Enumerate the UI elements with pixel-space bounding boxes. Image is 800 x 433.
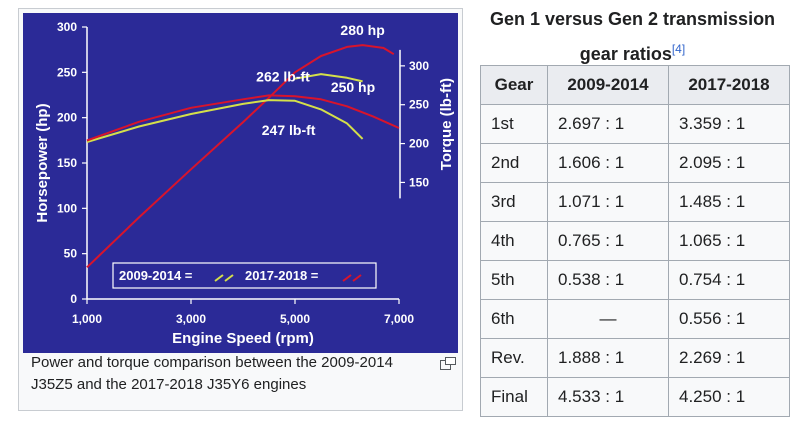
annotation-label: 280 hp: [340, 22, 384, 38]
gear-cell: Rev.: [480, 338, 548, 378]
annotation-label: 262 lb-ft: [256, 68, 310, 84]
gear-ratio-table: Gear 2009-2014 2017-2018 1st 2.697 : 1 3…: [480, 65, 790, 417]
y-left-tick-label: 250: [57, 65, 77, 79]
gear-cell: 6th: [480, 299, 548, 339]
table-row: Final 4.533 : 1 4.250 : 1: [480, 377, 790, 417]
x-tick-label: 3,000: [176, 312, 206, 326]
ratio-2017-cell: 0.556 : 1: [668, 299, 790, 339]
gear-cell: 5th: [480, 260, 548, 300]
y-axis-right-label: Torque (lb-ft): [438, 78, 455, 170]
ratio-2009-cell: —: [547, 299, 669, 339]
reference-link[interactable]: [4]: [671, 42, 686, 56]
chart-svg: 1,000 3,000 5,000 7,000 0 50 100 150 200 250 300 15…: [34, 20, 455, 347]
ratio-2017-cell: 3.359 : 1: [668, 104, 790, 144]
table-row: 2nd 1.606 : 1 2.095 : 1: [480, 143, 790, 183]
ratio-2017-cell: 2.095 : 1: [668, 143, 790, 183]
magnify-clip-icon[interactable]: [440, 357, 456, 371]
header-2009-2014: 2009-2014: [547, 65, 669, 105]
annotation-label: 250 hp: [331, 79, 375, 95]
series-2017-2018-torque-line: [86, 94, 400, 142]
figure-thumbnail: 1,000 3,000 5,000 7,000 0 50 100 150 200 250 300 15…: [18, 8, 463, 411]
table-row: 4th 0.765 : 1 1.065 : 1: [480, 221, 790, 261]
legend-box: [112, 262, 377, 289]
y-right-tick-label: 300: [409, 59, 429, 73]
ratio-2009-cell: 0.538 : 1: [547, 260, 669, 300]
ratio-2009-cell: 0.765 : 1: [547, 221, 669, 261]
ratio-2009-cell: 1.606 : 1: [547, 143, 669, 183]
y-left-tick-label: 200: [57, 111, 77, 125]
x-tick-label: 7,000: [384, 312, 414, 326]
y-left-tick-label: 0: [70, 292, 77, 306]
ratio-2017-cell: 1.065 : 1: [668, 221, 790, 261]
y-left-tick-label: 50: [64, 247, 78, 261]
header-2017-2018: 2017-2018: [668, 65, 790, 105]
table-row: 1st 2.697 : 1 3.359 : 1: [480, 104, 790, 144]
gear-cell: 4th: [480, 221, 548, 261]
ratio-2009-cell: 1.071 : 1: [547, 182, 669, 222]
header-gear: Gear: [480, 65, 548, 105]
ratio-2009-cell: 1.888 : 1: [547, 338, 669, 378]
legend-swatch: [214, 274, 224, 282]
y-left-tick-label: 150: [57, 156, 77, 170]
x-tick-label: 1,000: [72, 312, 102, 326]
series-2009-2014-horsepower-line: [294, 73, 363, 83]
table-title-text: Gen 1 versus Gen 2 transmission gear rat…: [489, 9, 776, 64]
table-caption: Gen 1 versus Gen 2 transmission gear rat…: [480, 4, 785, 69]
x-tick-label: 5,000: [280, 312, 310, 326]
table-row: Rev. 1.888 : 1 2.269 : 1: [480, 338, 790, 378]
legend-label: 2017-2018 =: [245, 268, 319, 283]
gear-cell: 2nd: [480, 143, 548, 183]
legend-swatch: [224, 274, 234, 282]
annotation-label: 247 lb-ft: [262, 122, 316, 138]
gear-cell: 1st: [480, 104, 548, 144]
x-axis-label: Engine Speed (rpm): [172, 330, 314, 347]
ratio-2017-cell: 0.754 : 1: [668, 260, 790, 300]
series-2009-2014-torque-line: [86, 99, 364, 143]
table-row: 5th 0.538 : 1 0.754 : 1: [480, 260, 790, 300]
ratio-2009-cell: 2.697 : 1: [547, 104, 669, 144]
y-right-tick-label: 200: [409, 137, 429, 151]
power-torque-chart[interactable]: 1,000 3,000 5,000 7,000 0 50 100 150 200 250 300 15…: [23, 13, 458, 353]
table-row: 6th — 0.556 : 1: [480, 299, 790, 339]
legend-label: 2009-2014 =: [119, 268, 193, 283]
ratio-2017-cell: 4.250 : 1: [668, 377, 790, 417]
figure-caption: Power and torque comparison between the …: [31, 354, 393, 393]
ratio-2017-cell: 1.485 : 1: [668, 182, 790, 222]
y-axis-left-label: Horsepower (hp): [34, 103, 51, 222]
reference-sup: [4]: [672, 42, 685, 56]
legend-swatch: [352, 274, 362, 282]
ratio-2017-cell: 2.269 : 1: [668, 338, 790, 378]
y-left-tick-label: 300: [57, 20, 77, 34]
table-row: 3rd 1.071 : 1 1.485 : 1: [480, 182, 790, 222]
ratio-2009-cell: 4.533 : 1: [547, 377, 669, 417]
gear-cell: Final: [480, 377, 548, 417]
y-left-tick-label: 100: [57, 201, 77, 215]
series-2017-2018-horsepower-line: [86, 44, 395, 269]
gear-cell: 3rd: [480, 182, 548, 222]
legend-swatch: [342, 274, 352, 282]
y-right-tick-label: 150: [409, 175, 429, 189]
y-right-tick-label: 250: [409, 98, 429, 112]
table-header-row: Gear 2009-2014 2017-2018: [480, 65, 790, 105]
